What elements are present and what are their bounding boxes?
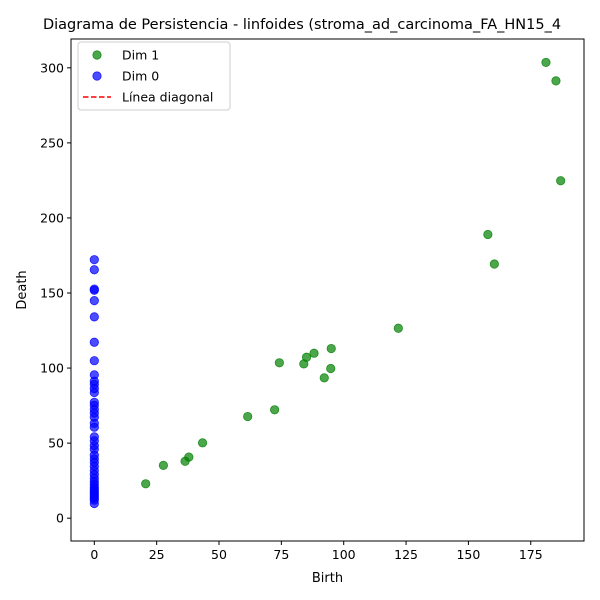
data-point-dim-1 [556, 176, 566, 186]
data-point-dim-1 [141, 479, 151, 489]
data-point-dim-1 [197, 438, 208, 448]
data-point-dim-1 [158, 460, 168, 470]
data-point-dim-1 [274, 358, 284, 368]
x-axis-label: Birth [312, 571, 343, 586]
data-point-dim-1 [541, 57, 551, 68]
legend-label: Dim 1 [122, 48, 159, 63]
data-point-dim-1 [184, 452, 194, 462]
data-point-dim-0 [89, 255, 99, 265]
data-point-dim-1 [270, 405, 280, 415]
data-point-dim-1 [551, 76, 561, 86]
y-axis-ticks: 0 50 100 150 200 250 300 [40, 60, 71, 526]
data-point-dim-1 [483, 229, 493, 240]
data-point-dim-1 [243, 411, 253, 422]
data-point-dim-0 [89, 356, 99, 366]
y-tick-label: 100 [40, 361, 64, 376]
y-tick-label: 200 [40, 210, 64, 225]
data-point-dim-1 [393, 323, 403, 333]
y-axis-label: Death [15, 270, 30, 309]
x-tick-label: 25 [149, 547, 165, 562]
x-tick-label: 100 [332, 547, 356, 562]
legend-point-marker [92, 71, 102, 81]
data-point-dim-1 [309, 348, 319, 358]
data-point-dim-1 [301, 352, 312, 362]
legend-label: Línea diagonal [122, 90, 213, 105]
data-point-dim-1 [326, 363, 336, 374]
x-tick-label: 175 [519, 547, 543, 562]
x-tick-label: 125 [394, 547, 418, 562]
y-tick-label: 250 [40, 135, 64, 150]
legend: Dim 1 Dim 0 Línea diagonal [77, 41, 231, 111]
plot-frame [70, 38, 585, 542]
data-point-dim-0 [89, 284, 99, 294]
data-point-dim-0 [89, 432, 99, 442]
data-point-dim-0 [89, 296, 99, 306]
data-point-dim-0 [89, 312, 99, 322]
x-tick-label: 75 [273, 547, 289, 562]
x-tick-label: 50 [211, 547, 227, 562]
y-tick-label: 300 [40, 60, 64, 75]
y-tick-label: 0 [56, 511, 64, 526]
legend-label: Dim 0 [122, 69, 159, 84]
x-axis-ticks: 0 25 50 75 100 125 150 175 [90, 541, 543, 562]
data-point-dim-0 [89, 370, 99, 380]
data-point-dim-1 [326, 343, 336, 354]
legend-box [77, 41, 231, 111]
x-tick-label: 150 [456, 547, 480, 562]
y-tick-label: 50 [48, 436, 64, 451]
data-point-dim-1 [489, 259, 499, 269]
x-tick-label: 0 [90, 547, 98, 562]
y-tick-label: 150 [40, 286, 64, 301]
data-point-dim-0 [89, 265, 99, 275]
data-point-dim-1 [319, 373, 329, 383]
legend-point-marker [92, 50, 102, 60]
data-point-dim-0 [89, 397, 99, 407]
data-point-dim-0 [89, 337, 99, 347]
chart-title: Diagrama de Persistencia - linfoides (st… [43, 17, 561, 33]
points-layer [89, 57, 566, 509]
